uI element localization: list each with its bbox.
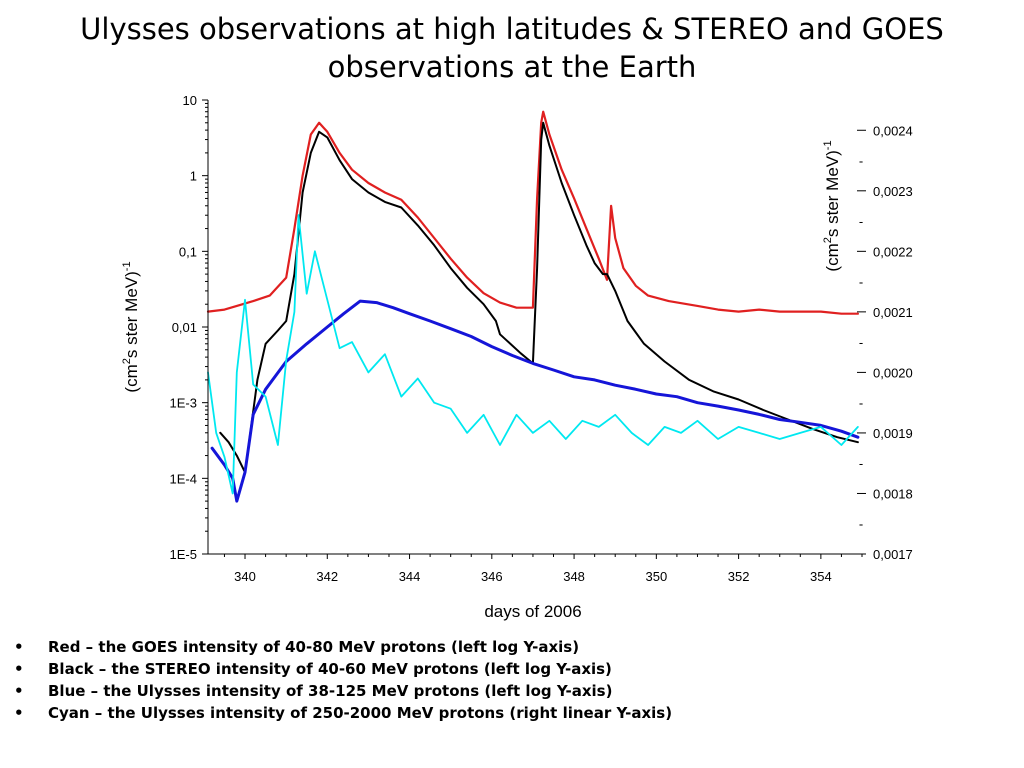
bullet-icon: • [14, 704, 24, 722]
series-notes: • Red – the GOES intensity of 40-80 MeV p… [14, 636, 672, 724]
y-right-minor-mark: - [859, 275, 863, 290]
y-right-minor-mark: - [859, 154, 863, 169]
y-right-minor-mark: - [859, 335, 863, 350]
note-text: Red – the GOES intensity of 40-80 MeV pr… [48, 638, 580, 656]
y-right-minor-mark: - [859, 456, 863, 471]
x-tick-label: 348 [563, 569, 585, 584]
note-black: • Black – the STEREO intensity of 40-60 M… [14, 658, 672, 680]
x-tick-label: 342 [316, 569, 338, 584]
bullet-icon: • [14, 682, 24, 700]
bullet-icon: • [14, 660, 24, 678]
bullet-icon: • [14, 638, 24, 656]
y-right-tick-label: 0,0023 [873, 184, 913, 199]
title-line-1: Ulysses observations at high latitudes &… [80, 12, 944, 46]
axes-layer: 340 342 344 346 348 350 352 354 10 1 0,1 0,01 1E-3 1E… [170, 93, 913, 584]
y-right-tick-label: 0,0022 [873, 244, 913, 259]
title-line-2: observations at the Earth [327, 50, 697, 84]
intensity-chart: 340 342 344 346 348 350 352 354 10 1 0,1 0,01 1E-3 1E… [121, 93, 913, 621]
series-goes-40-80 [206, 110, 860, 315]
y-axis-label-right: (cm2s ster MeV)-1 [822, 140, 842, 271]
series-ulysses-250-2000 [207, 214, 859, 495]
note-red: • Red – the GOES intensity of 40-80 MeV p… [14, 636, 672, 658]
y-left-tick-label: 1 [190, 169, 197, 184]
y-axis-label-left: (cm2s ster MeV)-1 [121, 261, 141, 392]
series-layer [206, 110, 860, 503]
y-right-tick-label: 0,0019 [873, 426, 913, 441]
note-blue: • Blue – the Ulysses intensity of 38-125 … [14, 680, 672, 702]
series-ulysses-38-125 [210, 299, 860, 503]
y-right-tick-label: 0,0018 [873, 486, 913, 501]
series-stereo-40-60 [219, 121, 859, 474]
x-axis-label: days of 2006 [484, 602, 581, 621]
y-left-tick-label: 10 [183, 93, 197, 108]
y-right-tick-label: 0,0020 [873, 365, 913, 380]
y-right-tick-label: 0,0017 [873, 547, 913, 562]
y-left-tick-label: 0,01 [172, 320, 197, 335]
x-tick-label: 352 [728, 569, 750, 584]
x-tick-label: 354 [810, 569, 832, 584]
y-right-tick-label: 0,0021 [873, 305, 913, 320]
y-left-tick-label: 0,1 [179, 244, 197, 259]
x-tick-label: 340 [234, 569, 256, 584]
y-right-minor-mark: - [859, 396, 863, 411]
x-tick-label: 350 [645, 569, 667, 584]
note-text: Black – the STEREO intensity of 40-60 Me… [48, 660, 612, 678]
y-right-minor-mark: - [859, 517, 863, 532]
y-right-minor-mark: - [859, 214, 863, 229]
x-tick-label: 344 [399, 569, 421, 584]
note-text: Cyan – the Ulysses intensity of 250-2000… [48, 704, 673, 722]
slide-title: Ulysses observations at high latitudes &… [20, 10, 1004, 86]
x-tick-label: 346 [481, 569, 503, 584]
y-left-tick-label: 1E-5 [170, 547, 197, 562]
note-text: Blue – the Ulysses intensity of 38-125 M… [48, 682, 613, 700]
y-left-tick-label: 1E-3 [170, 396, 197, 411]
y-right-tick-label: 0,0024 [873, 123, 913, 138]
note-cyan: • Cyan – the Ulysses intensity of 250-200… [14, 702, 672, 724]
y-left-tick-label: 1E-4 [170, 471, 197, 486]
